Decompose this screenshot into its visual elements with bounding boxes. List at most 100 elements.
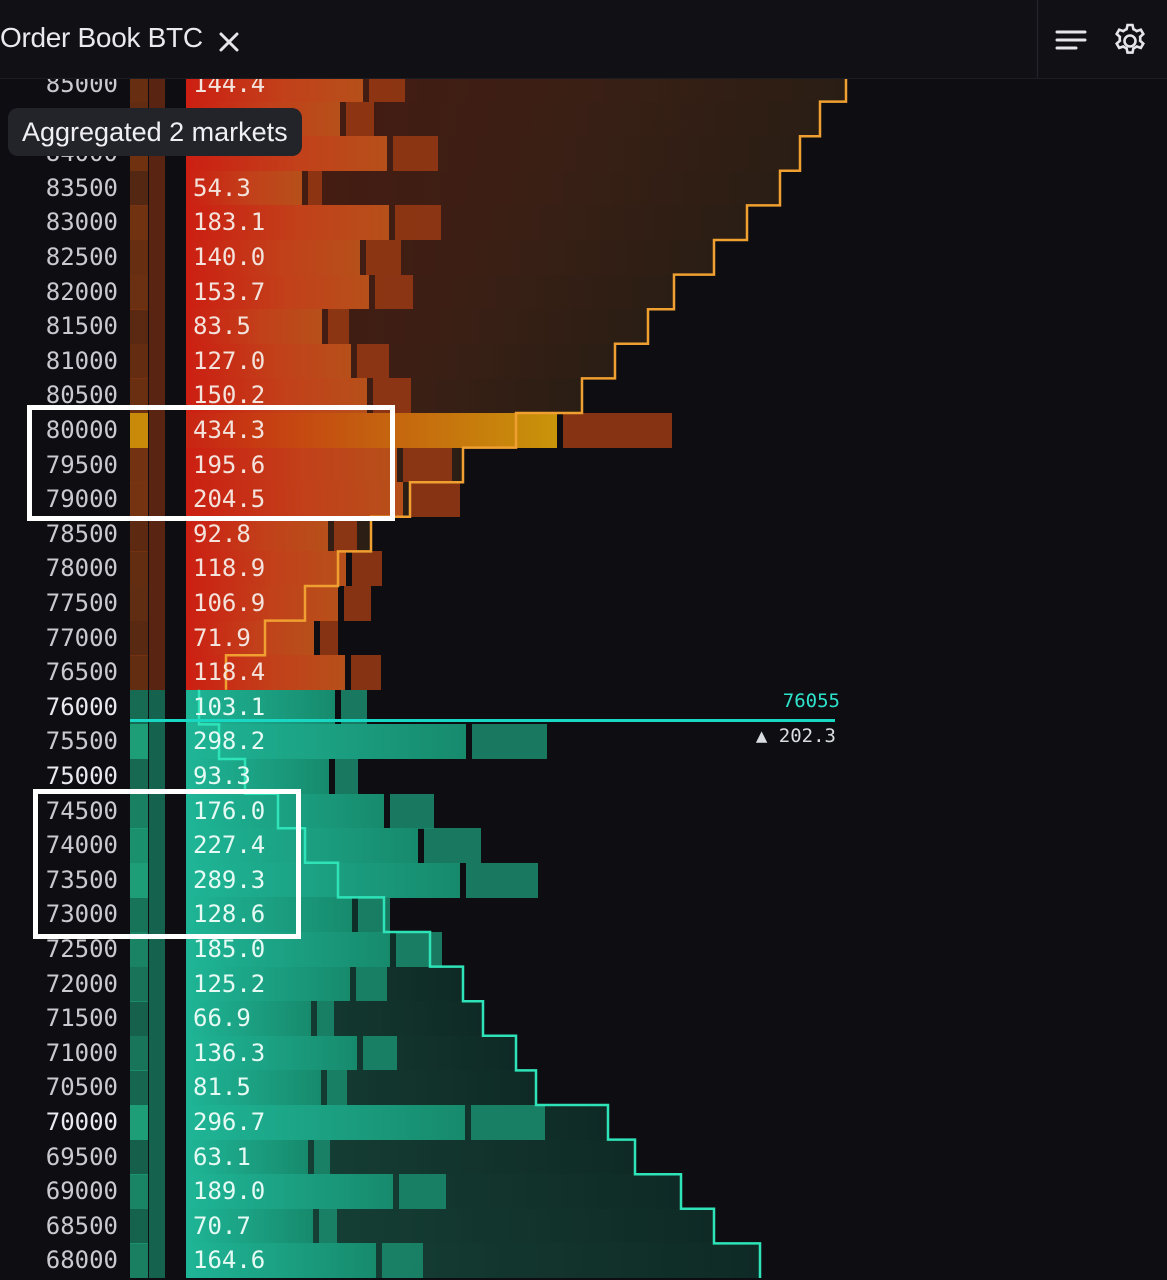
volume-label: 150.2 <box>193 381 266 410</box>
volume-bar <box>186 309 322 345</box>
close-icon[interactable] <box>214 26 244 56</box>
volume-bar-secondary <box>363 1035 397 1071</box>
ask-row[interactable]: 82500 140.0 <box>0 240 1167 275</box>
volume-bar-secondary <box>351 655 381 691</box>
heat-cell <box>130 932 148 967</box>
volume-label: 54.3 <box>193 173 251 202</box>
ask-row[interactable]: 81000 127.0 <box>0 343 1167 379</box>
bid-row[interactable]: 69000 189.0 <box>0 1174 1167 1210</box>
volume-bar-secondary <box>424 828 481 864</box>
heat-cell <box>130 309 148 345</box>
heat-cell <box>130 1139 148 1175</box>
heat-cell <box>130 378 148 414</box>
price-label: 68500 <box>45 1211 118 1240</box>
bid-row[interactable]: 75500 298.2 <box>0 724 1167 760</box>
bid-row[interactable]: 75000 93.3 <box>0 759 1167 794</box>
bid-row[interactable]: 69500 63.1 <box>0 1139 1167 1175</box>
volume-label: 204.5 <box>193 485 266 514</box>
volume-bar-secondary <box>334 516 357 552</box>
heat-cell <box>149 689 165 725</box>
gear-icon[interactable] <box>1111 22 1149 60</box>
volume-bar-secondary <box>335 759 358 794</box>
volume-bar <box>186 655 345 691</box>
bid-row[interactable]: 73500 289.3 <box>0 862 1167 898</box>
price-label: 83500 <box>45 173 118 202</box>
heat-cell <box>149 1139 165 1175</box>
ask-row[interactable]: 79000 204.5 <box>0 482 1167 518</box>
heat-cell <box>149 274 165 310</box>
heat-cell <box>130 586 148 621</box>
volume-label: 103.1 <box>193 692 266 721</box>
highlight-box-bids <box>33 789 301 939</box>
bid-row[interactable]: 73000 128.6 <box>0 897 1167 933</box>
ask-row[interactable]: 77500 106.9 <box>0 586 1167 621</box>
ask-row[interactable]: 83000 183.1 <box>0 205 1167 241</box>
volume-label: 70.7 <box>193 1211 251 1240</box>
heat-cell <box>149 447 165 483</box>
bid-row[interactable]: 70000 296.7 <box>0 1105 1167 1140</box>
heat-cell <box>130 620 148 656</box>
panel-header: Order Book BTC <box>0 0 1167 79</box>
bid-depth-line <box>197 689 762 1278</box>
bid-row[interactable]: 72000 125.2 <box>0 966 1167 1002</box>
price-label: 78000 <box>45 554 118 583</box>
volume-label: 136.3 <box>193 1038 266 1067</box>
heat-cell <box>149 759 165 794</box>
heat-cell <box>149 620 165 656</box>
panel-title: Order Book BTC <box>0 22 203 53</box>
volume-bar-secondary <box>563 413 672 448</box>
heat-cell <box>130 966 148 1002</box>
price-label: 78500 <box>45 519 118 548</box>
volume-bar-secondary <box>314 1139 330 1175</box>
bid-row[interactable]: 71000 136.3 <box>0 1035 1167 1071</box>
volume-bar-secondary <box>409 482 460 518</box>
menu-lines-icon[interactable] <box>1054 26 1090 56</box>
heat-cell <box>130 1105 148 1140</box>
ask-row[interactable]: 79500 195.6 <box>0 447 1167 483</box>
heat-cell <box>149 862 165 898</box>
heat-cell <box>130 1035 148 1071</box>
volume-bar <box>186 551 346 587</box>
volume-bar-secondary <box>328 309 349 345</box>
bid-row[interactable]: 71500 66.9 <box>0 1001 1167 1037</box>
price-label: 71500 <box>45 1004 118 1033</box>
price-label: 75500 <box>45 727 118 756</box>
bid-row[interactable]: 74000 227.4 <box>0 828 1167 864</box>
ask-depth-line <box>224 67 848 690</box>
ask-row[interactable]: 76500 118.4 <box>0 655 1167 691</box>
price-label: 72000 <box>45 969 118 998</box>
volume-bar <box>186 170 302 206</box>
price-label: 71000 <box>45 1038 118 1067</box>
ask-row[interactable]: 82000 153.7 <box>0 274 1167 310</box>
volume-bar <box>186 1035 357 1071</box>
volume-bar <box>186 620 314 656</box>
volume-label: 298.2 <box>193 727 266 756</box>
volume-bar <box>186 759 329 794</box>
heat-cell <box>149 793 165 829</box>
volume-bar-secondary <box>356 966 387 1002</box>
volume-bar <box>186 205 389 241</box>
bid-row[interactable]: 68500 70.7 <box>0 1208 1167 1244</box>
bid-row[interactable]: 68000 164.6 <box>0 1243 1167 1279</box>
heat-cell <box>149 1243 165 1279</box>
ask-row[interactable]: 78000 118.9 <box>0 551 1167 587</box>
volume-label: 227.4 <box>193 831 266 860</box>
bid-row[interactable]: 74500 176.0 <box>0 793 1167 829</box>
heat-cell <box>130 205 148 241</box>
volume-bar-secondary <box>352 551 382 587</box>
volume-bar-secondary <box>327 1070 347 1106</box>
ask-row[interactable]: 80000 434.3 <box>0 413 1167 448</box>
ask-row[interactable]: 81500 83.5 <box>0 309 1167 345</box>
ask-row[interactable]: 78500 92.8 <box>0 516 1167 552</box>
volume-label: 176.0 <box>193 796 266 825</box>
volume-label: 128.6 <box>193 900 266 929</box>
volume-label: 81.5 <box>193 1073 251 1102</box>
price-label: 82500 <box>45 243 118 271</box>
bid-row[interactable]: 76000 103.1 <box>0 689 1167 725</box>
ask-row[interactable]: 77000 71.9 <box>0 620 1167 656</box>
bid-row[interactable]: 70500 81.5 <box>0 1070 1167 1106</box>
ask-row[interactable]: 83500 54.3 <box>0 170 1167 206</box>
volume-bar <box>186 724 466 760</box>
price-label: 76000 <box>45 692 118 721</box>
price-label: 73500 <box>45 865 118 894</box>
